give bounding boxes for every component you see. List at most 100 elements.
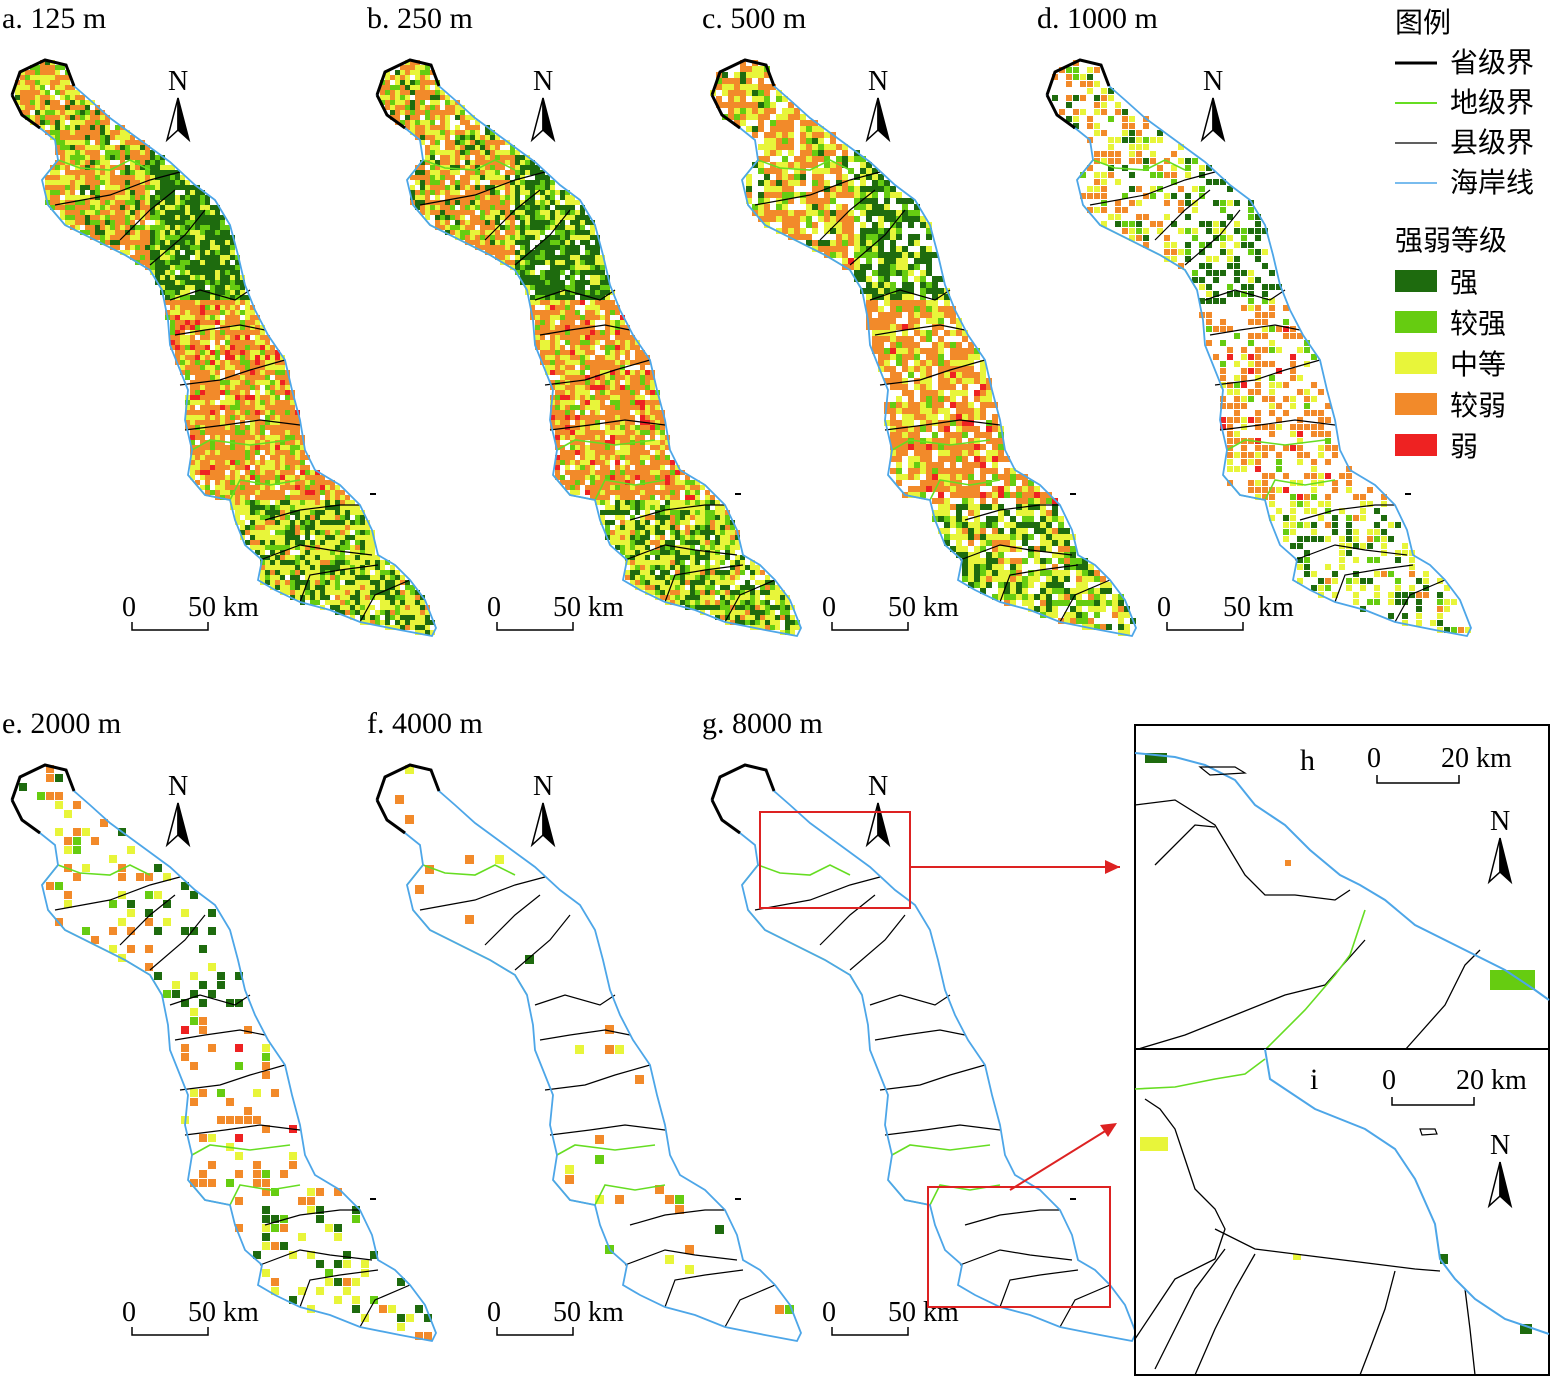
grade-cell xyxy=(180,265,185,270)
grade-cell xyxy=(560,405,565,410)
grade-cell xyxy=(450,105,455,110)
grade-cell xyxy=(555,310,560,315)
grade-cell xyxy=(275,430,280,435)
grade-cell xyxy=(560,235,565,240)
grade-cell xyxy=(190,320,195,325)
grade-cell xyxy=(580,290,585,295)
grade-cell xyxy=(690,595,695,600)
grade-cell xyxy=(235,425,240,430)
grade-cell xyxy=(290,530,295,535)
grade-cell xyxy=(275,500,280,505)
grade-cell xyxy=(160,160,165,165)
grade-cell xyxy=(65,165,70,170)
grade-cell xyxy=(345,535,350,540)
grade-cell xyxy=(350,570,355,575)
grade-cell xyxy=(560,350,565,355)
grade-cell xyxy=(595,250,600,255)
grade-cell xyxy=(675,510,680,515)
grade-cell xyxy=(665,445,670,450)
grade-cell xyxy=(235,515,240,520)
grade-cell xyxy=(595,445,600,450)
grade-cell xyxy=(806,138,812,144)
grade-cell xyxy=(535,230,540,235)
grade-cell xyxy=(650,550,655,555)
grade-cell xyxy=(440,120,445,125)
grade-cell xyxy=(740,595,745,600)
grade-cell xyxy=(435,125,440,130)
grade-cell xyxy=(555,350,560,355)
grade-cell xyxy=(115,210,120,215)
grade-cell xyxy=(275,510,280,515)
grade-cell xyxy=(310,555,315,560)
grade-cell xyxy=(95,110,100,115)
grade-cell xyxy=(25,80,30,85)
grade-cell xyxy=(515,210,520,215)
grade-cell xyxy=(105,220,110,225)
grade-cell xyxy=(255,545,260,550)
grade-cell xyxy=(480,215,485,220)
grade-cell xyxy=(190,465,195,470)
grade-cell xyxy=(395,115,400,120)
grade-cell xyxy=(545,300,550,305)
grade-cell xyxy=(640,485,645,490)
grade-cell xyxy=(700,590,705,595)
grade-cell xyxy=(480,235,485,240)
grade-cell xyxy=(200,415,205,420)
grade-cell xyxy=(265,410,270,415)
grade-cell xyxy=(425,210,430,215)
grade-cell xyxy=(580,225,585,230)
grade-cell xyxy=(610,375,615,380)
grade-cell xyxy=(635,490,640,495)
grade-cell xyxy=(585,425,590,430)
grade-cell xyxy=(105,230,110,235)
grade-cell xyxy=(695,570,700,575)
grade-cell xyxy=(270,345,275,350)
grade-cell xyxy=(585,345,590,350)
grade-cell xyxy=(250,515,255,520)
grade-cell xyxy=(360,585,365,590)
grade-cell xyxy=(310,585,315,590)
grade-cell xyxy=(550,380,555,385)
grade-cell xyxy=(765,595,770,600)
grade-cell xyxy=(620,420,625,425)
grade-cell xyxy=(415,130,420,135)
grade-cell xyxy=(75,150,80,155)
grade-cell xyxy=(665,460,670,465)
grade-cell xyxy=(560,370,565,375)
grade-cell xyxy=(275,565,280,570)
grade-cell xyxy=(220,465,225,470)
grade-cell xyxy=(185,285,190,290)
grade-cell xyxy=(460,120,465,125)
grade-cell xyxy=(475,195,480,200)
grade-cell xyxy=(720,545,725,550)
grade-cell xyxy=(315,540,320,545)
grade-cell xyxy=(740,108,746,114)
grade-cell xyxy=(605,450,610,455)
grade-cell xyxy=(245,510,250,515)
grade-cell xyxy=(235,255,240,260)
grade-cell xyxy=(30,80,35,85)
grade-cell xyxy=(235,320,240,325)
grade-cell xyxy=(650,565,655,570)
grade-cell xyxy=(310,570,315,575)
grade-cell xyxy=(615,420,620,425)
grade-cell xyxy=(195,190,200,195)
grade-cell xyxy=(860,168,866,174)
grade-cell xyxy=(782,126,788,132)
grade-cell xyxy=(400,575,405,580)
grade-cell xyxy=(555,225,560,230)
grade-cell xyxy=(335,565,340,570)
grade-cell xyxy=(195,350,200,355)
grade-cell xyxy=(595,290,600,295)
grade-cell xyxy=(350,535,355,540)
grade-cell xyxy=(440,155,445,160)
grade-cell xyxy=(125,220,130,225)
grade-cell xyxy=(615,375,620,380)
grade-cell xyxy=(315,590,320,595)
grade-cell xyxy=(60,215,65,220)
grade-cell xyxy=(540,205,545,210)
grade-cell xyxy=(240,285,245,290)
grade-cell xyxy=(350,585,355,590)
grade-cell xyxy=(555,315,560,320)
grade-cell xyxy=(410,620,415,625)
